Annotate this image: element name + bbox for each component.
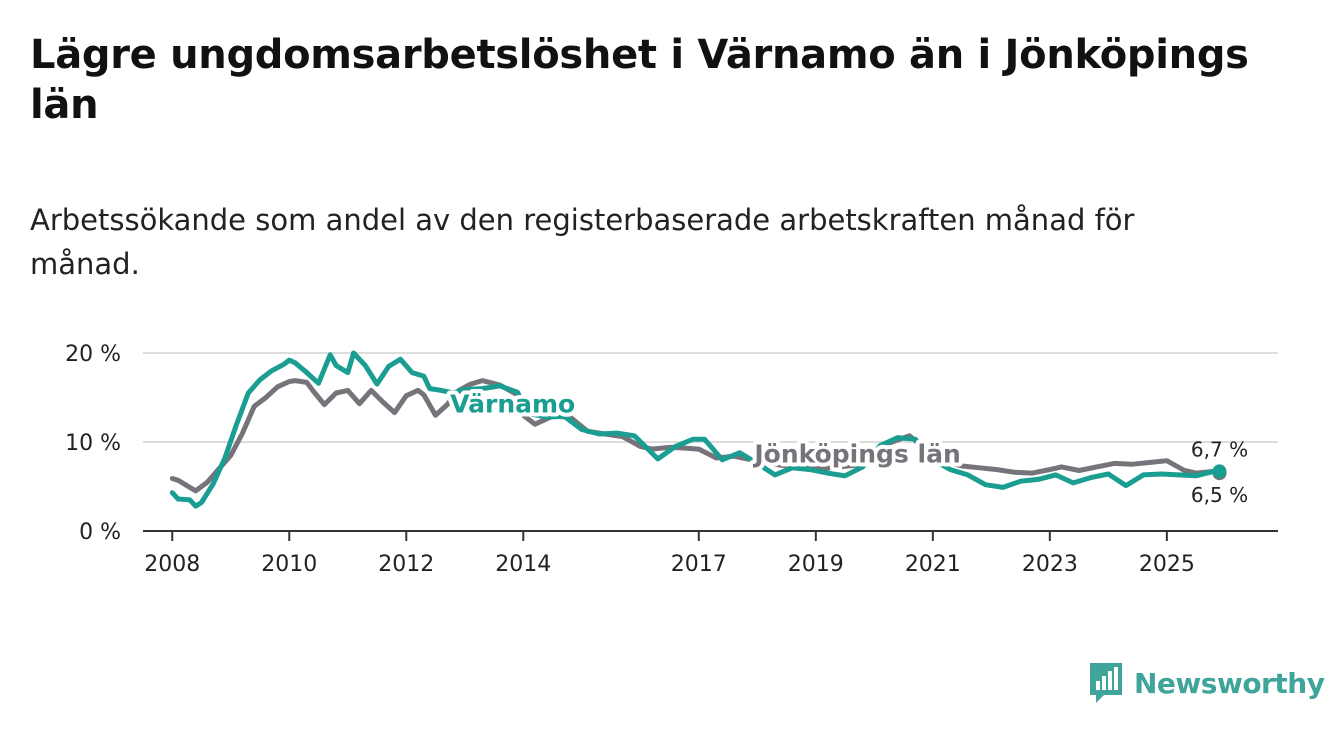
- y-tick-label: 0 %: [79, 520, 121, 545]
- series-line-jonkoping: [169, 378, 1222, 494]
- x-tick-label: 2017: [671, 552, 727, 577]
- x-tick-label: 2012: [378, 552, 434, 577]
- x-tick-label: 2010: [261, 552, 317, 577]
- x-tick-label: 2021: [905, 552, 961, 577]
- end-value-jonkoping: 6,5 %: [1191, 483, 1248, 507]
- end-marker-varnamo: [1212, 464, 1227, 479]
- series-layer: [169, 350, 1227, 509]
- end-value-varnamo: 6,7 %: [1191, 437, 1248, 461]
- axis-layer: 0 % 10 % 20 % 2008 2010 2012 2014 2017 2019 2021 2…: [65, 342, 1278, 577]
- x-tick-label: 2025: [1139, 552, 1195, 577]
- series-label-varnamo-halo: Värnamo: [450, 390, 575, 419]
- y-tick-label: 10 %: [65, 431, 121, 456]
- y-tick-label: 20 %: [65, 342, 121, 367]
- series-label-jonkoping-halo: Jönköpings län: [752, 439, 960, 468]
- x-tick-label: 2023: [1022, 552, 1078, 577]
- x-tick-label: 2019: [788, 552, 844, 577]
- x-tick-label: 2008: [144, 552, 200, 577]
- newsworthy-logo[interactable]: Newsworthy: [1088, 660, 1325, 706]
- grid-layer: [143, 352, 1278, 443]
- series-label-varnamo: Värnamo: [450, 390, 575, 419]
- x-tick-label: 2014: [495, 552, 551, 577]
- bar-chart-logo-icon: [1090, 663, 1122, 703]
- chart-subtitle: Arbetssökande som andel av den registerb…: [30, 203, 1135, 281]
- series-line-varnamo: [169, 350, 1222, 509]
- chart-title: Lägre ungdomsarbetslöshet i Värnamo än i…: [30, 32, 1249, 128]
- brand-name: Newsworthy: [1134, 666, 1325, 700]
- series-label-jonkoping: Jönköpings län: [752, 439, 960, 468]
